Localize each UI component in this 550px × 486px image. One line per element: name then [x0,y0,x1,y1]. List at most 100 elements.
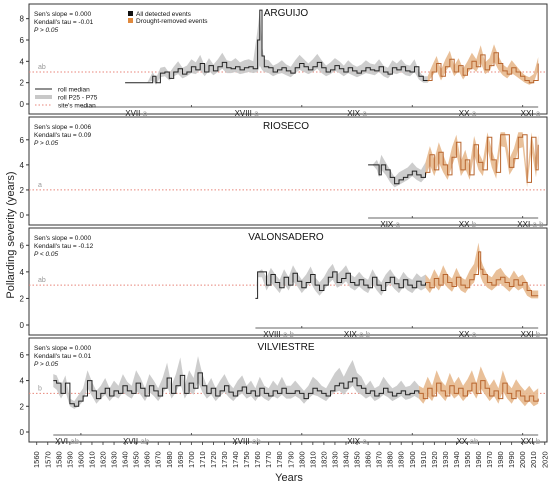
panel-stat: Sen's slope = 0.000 [34,235,91,242]
median-line [125,9,428,84]
panel-frame [28,3,548,115]
century-name: XVIII [235,109,255,118]
x-tick-label: 1780 [275,451,284,468]
x-tick-label: 1990 [507,451,516,468]
x-tick-label: 1890 [397,451,406,468]
y-tick-label: 4 [20,161,25,170]
panel-title: VILVIESTRE [257,342,314,353]
y-axis-label: Pollarding severity (years) [5,171,17,298]
century-name: XX [459,220,472,229]
x-tick-label: 1730 [220,451,229,468]
x-tick-label: 1920 [430,451,439,468]
century-name: XVI [55,437,70,446]
x-tick-label: 1680 [165,451,174,468]
century-letters: b [536,437,541,446]
panel-stat: Sen's slope = 0.000 [34,11,91,18]
century-name: XX [459,109,472,118]
x-tick-label: 1770 [264,451,273,468]
x-tick-label: 1650 [132,451,141,468]
century-label: XX a [459,330,477,339]
y-tick-label: 6 [20,351,25,360]
x-tick-label: 1790 [286,451,295,468]
x-tick-label: 2020 [540,451,549,468]
legend-swatch-all [128,11,133,16]
x-tick-label: 1670 [154,451,163,468]
century-letters: a [472,330,477,339]
panel-title: RIOSECO [263,121,309,132]
century-label: XVIII a b [263,330,294,339]
x-tick-label: 1900 [408,451,417,468]
century-name: XXI [521,437,536,446]
century-name: XVIII [232,437,252,446]
century-label: XX ab [457,437,479,446]
x-tick-label: 1610 [88,451,97,468]
panel-stat: Kendall's tau = 0.09 [34,132,91,139]
drought-iqr-band [427,44,539,85]
iqr-band [53,356,419,409]
y-tick-label: 0 [20,428,25,437]
century-label: XXI b [521,330,541,339]
median-line [368,164,426,185]
century-label: XXI b [521,437,541,446]
century-label: XXI a b [517,220,544,229]
panel-stat: Kendall's tau = 0.01 [34,353,91,360]
iqr-band [368,154,426,188]
century-letters: ab [70,437,79,446]
drought-iqr-band [425,242,539,299]
century-label: XVIII a [235,109,260,118]
century-letters: a [143,109,148,118]
legend-label-drought: Drought-removed events [136,18,208,25]
x-tick-label: 1700 [187,451,196,468]
x-axis-label: Years [275,472,303,484]
x-tick-label: 1620 [99,451,108,468]
x-tick-label: 1810 [308,451,317,468]
legend-label-iqr: roll P25 - P75 [58,95,98,102]
century-letters: a [362,437,367,446]
panel-frame [28,227,548,336]
century-label: XVII a [125,109,147,118]
century-letters: b [472,220,477,229]
y-tick-label: 6 [20,36,25,45]
y-tick-label: 0 [20,100,25,109]
x-tick-label: 1640 [121,451,130,468]
site-median-label: ab [38,64,46,71]
century-name: XX [457,437,470,446]
century-label: XXI a [521,109,541,118]
iqr-band [255,263,426,299]
x-tick-label: 2010 [529,451,538,468]
site-median-label: ab [38,277,46,284]
century-letters: ab [252,437,261,446]
panel-title: ARGUIJO [264,8,309,19]
century-letters: ab [140,437,149,446]
century-label: XIX a [347,109,367,118]
iqr-band [125,10,428,85]
panel-frame [28,116,548,226]
median-line [255,271,426,299]
legend-swatch-drought [128,18,133,23]
y-tick-label: 0 [20,211,25,220]
y-tick-label: 2 [20,294,25,303]
century-letters: ab [469,437,478,446]
x-tick-label: 1720 [209,451,218,468]
y-tick-label: 8 [20,15,25,24]
y-tick-label: 0 [20,321,25,330]
y-tick-label: 4 [20,268,25,277]
century-letters: a [396,220,401,229]
panel-title: VALONSADERO [248,232,324,243]
panel-stat: P > 0.05 [34,140,59,147]
century-label: XVII ab [123,437,150,446]
century-name: XXI [521,109,536,118]
century-name: XX [459,330,472,339]
y-tick-label: 2 [20,402,25,411]
x-tick-label: 1800 [297,451,306,468]
x-tick-label: 1760 [253,451,262,468]
century-name: XIX [347,437,362,446]
x-tick-label: 1980 [496,451,505,468]
x-tick-label: 1940 [452,451,461,468]
century-label: XIX a [380,220,400,229]
century-label: XX b [459,220,477,229]
